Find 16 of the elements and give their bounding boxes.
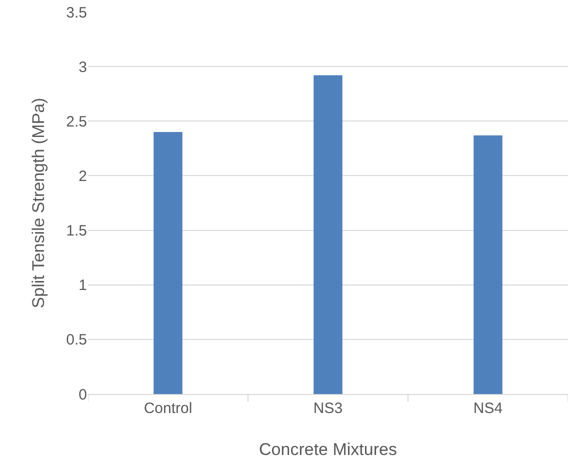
- bar: [474, 135, 502, 394]
- bar: [154, 132, 182, 394]
- y-tick-label: 3.5: [66, 4, 87, 22]
- bar: [314, 75, 342, 394]
- y-tick-label: 1.5: [66, 222, 87, 240]
- x-axis-title: Concrete Mixtures: [259, 440, 397, 459]
- y-tick-label: 2.5: [66, 113, 87, 130]
- y-tick-label: 1: [78, 277, 87, 294]
- x-tick-label: NS4: [473, 400, 503, 417]
- y-tick-label: 0.5: [66, 332, 87, 349]
- y-tick-label: 0: [78, 386, 87, 404]
- y-tick-label: 2: [78, 168, 87, 185]
- x-tick-label: Control: [144, 400, 192, 417]
- y-tick-label: 3: [78, 58, 87, 76]
- y-axis-title: Split Tensile Strength (MPa): [29, 98, 48, 308]
- x-tick-label: NS3: [313, 400, 343, 417]
